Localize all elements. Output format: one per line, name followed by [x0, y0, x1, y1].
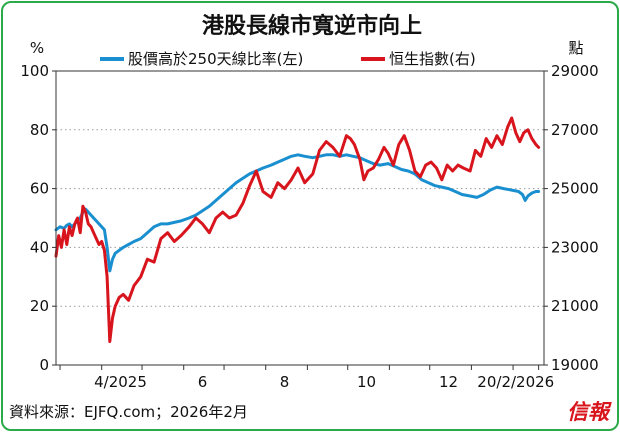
right-tick-label: 29000 — [551, 62, 599, 80]
left-tick-label: 0 — [39, 356, 49, 374]
series-line-hsi — [54, 116, 541, 343]
series-line-breadth — [54, 153, 541, 273]
legend: 股價高於250天線比率(左) 恒生指數(右) — [100, 50, 476, 68]
right-tick-label: 25000 — [551, 180, 599, 198]
right-tick-label: 19000 — [551, 356, 599, 374]
x-tick-label: 12 — [439, 373, 458, 391]
x-axis-ticks: 4/2025 6 8 10 12 20/2/2026 — [59, 365, 554, 391]
left-tick-label: 80 — [30, 121, 49, 139]
right-tick-label: 27000 — [551, 121, 599, 139]
legend-hsi-label: 恒生指數(右) — [389, 50, 476, 68]
publisher-logo: 信報 — [567, 399, 612, 424]
chart-title: 港股長線市寬逆市向上 — [202, 13, 422, 39]
gridlines — [56, 129, 544, 307]
x-tick-label: 4/2025 — [94, 373, 147, 391]
x-tick-label: 8 — [280, 373, 290, 391]
series-layer — [54, 116, 541, 343]
left-axis-ticks: 0 20 40 60 80 100 — [20, 62, 56, 374]
left-tick-label: 100 — [20, 62, 49, 80]
chart-svg: 港股長線市寬逆市向上 股價高於250天線比率(左) 恒生指數(右) % 點 0 2… — [9, 13, 612, 424]
x-tick-label: 20/2/2026 — [477, 373, 554, 391]
right-tick-label: 23000 — [551, 238, 599, 256]
x-tick-label: 6 — [198, 373, 208, 391]
left-tick-label: 40 — [30, 238, 49, 256]
right-axis-unit: 點 — [568, 39, 583, 57]
left-tick-label: 60 — [30, 180, 49, 198]
right-tick-label: 21000 — [551, 297, 599, 315]
left-tick-label: 20 — [30, 297, 49, 315]
right-axis-ticks: 19000 21000 23000 25000 27000 29000 — [544, 62, 599, 374]
source-note: 資料來源：EJFQ.com；2026年2月 — [9, 403, 248, 421]
x-tick-label: 10 — [357, 373, 376, 391]
legend-breadth-label: 股價高於250天線比率(左) — [128, 50, 303, 68]
plot-area: 0 20 40 60 80 100 19000 21000 23000 25000 27000 29… — [20, 62, 598, 391]
plot-border — [55, 70, 545, 366]
left-axis-unit: % — [30, 39, 44, 57]
